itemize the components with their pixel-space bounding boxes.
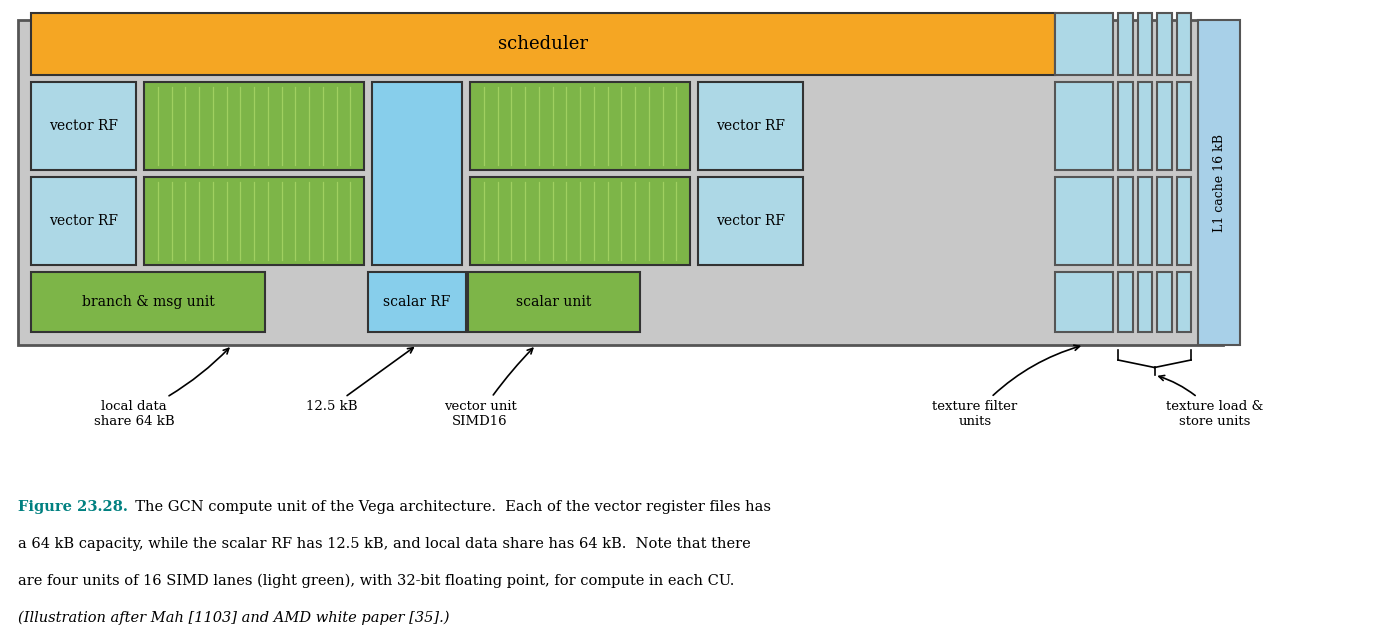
Bar <box>471 177 689 265</box>
Bar <box>1119 177 1132 265</box>
Bar <box>1138 13 1152 75</box>
Bar <box>1138 272 1152 332</box>
Bar <box>1055 13 1113 75</box>
Bar <box>1157 13 1171 75</box>
Bar <box>1138 82 1152 170</box>
Bar <box>698 82 804 170</box>
Text: scalar unit: scalar unit <box>516 295 592 309</box>
Bar <box>1176 177 1192 265</box>
Text: vector RF: vector RF <box>50 119 118 133</box>
Bar <box>18 20 1223 345</box>
Bar <box>1119 13 1132 75</box>
Bar <box>1157 82 1171 170</box>
Bar <box>32 272 266 332</box>
Text: 12.5 kB: 12.5 kB <box>307 348 413 413</box>
Bar <box>1176 82 1192 170</box>
Bar <box>1198 20 1240 345</box>
Bar <box>1157 272 1171 332</box>
Bar <box>32 82 136 170</box>
Text: Figure 23.28.: Figure 23.28. <box>18 500 128 514</box>
Bar <box>32 13 1055 75</box>
Text: vector RF: vector RF <box>50 214 118 228</box>
Bar <box>144 177 365 265</box>
Text: scalar RF: scalar RF <box>384 295 451 309</box>
Bar <box>367 272 466 332</box>
Text: local data
share 64 kB: local data share 64 kB <box>94 348 228 428</box>
Text: vector RF: vector RF <box>716 119 784 133</box>
Bar <box>1138 177 1152 265</box>
Bar <box>1157 177 1171 265</box>
Bar <box>471 82 689 170</box>
Bar <box>1055 82 1113 170</box>
Bar <box>1119 82 1132 170</box>
Text: are four units of 16 SIMD lanes (light green), with 32-bit floating point, for c: are four units of 16 SIMD lanes (light g… <box>18 574 735 588</box>
Bar <box>698 177 804 265</box>
Bar <box>468 272 640 332</box>
Text: branch & msg unit: branch & msg unit <box>81 295 215 309</box>
Text: vector unit
SIMD16: vector unit SIMD16 <box>443 348 533 428</box>
Bar <box>372 82 462 265</box>
Text: texture load &
store units: texture load & store units <box>1159 375 1263 428</box>
Bar <box>1055 272 1113 332</box>
Bar <box>1176 272 1192 332</box>
Text: texture filter
units: texture filter units <box>933 345 1080 428</box>
Bar <box>1176 13 1192 75</box>
Text: a 64 kB capacity, while the scalar RF has 12.5 kB, and local data share has 64 k: a 64 kB capacity, while the scalar RF ha… <box>18 537 751 551</box>
Bar <box>1119 272 1132 332</box>
Text: The GCN compute unit of the Vega architecture.  Each of the vector register file: The GCN compute unit of the Vega archite… <box>127 500 771 514</box>
Text: (Illustration after Mah [1103] and AMD white paper [35].): (Illustration after Mah [1103] and AMD w… <box>18 611 450 626</box>
Text: L1 cache 16 kB: L1 cache 16 kB <box>1212 134 1226 231</box>
Bar <box>1055 177 1113 265</box>
Text: vector RF: vector RF <box>716 214 784 228</box>
Text: scheduler: scheduler <box>498 35 588 53</box>
Bar <box>32 177 136 265</box>
Bar <box>144 82 365 170</box>
